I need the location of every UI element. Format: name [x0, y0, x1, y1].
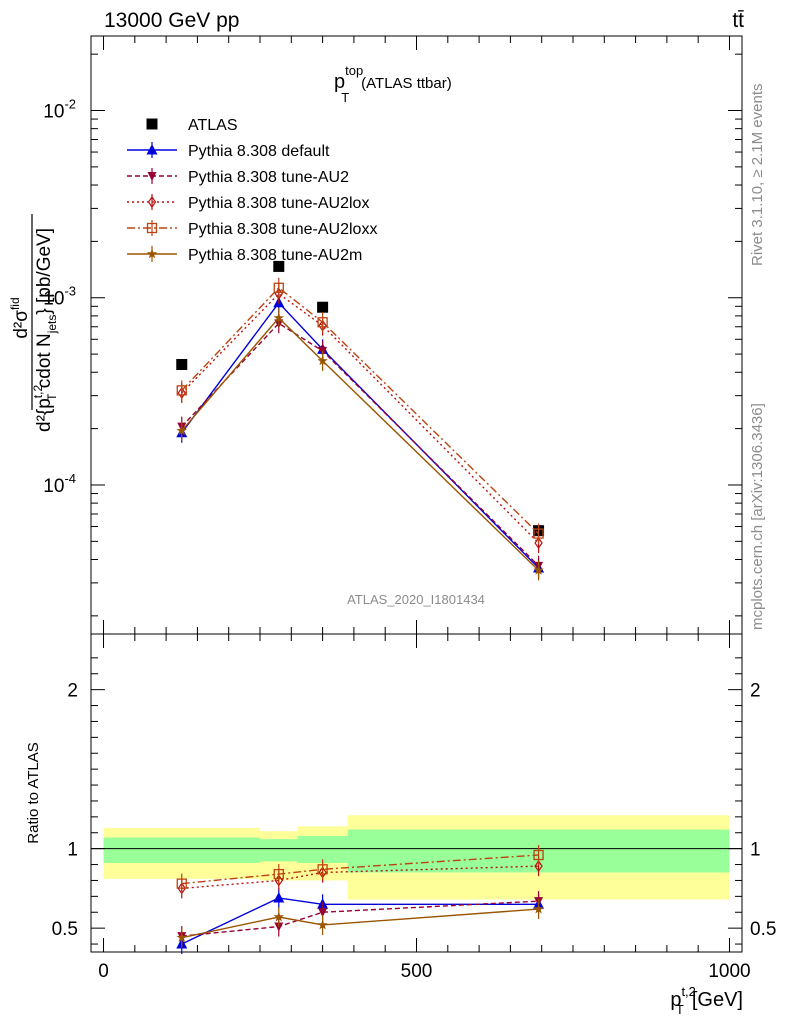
plot-title-main: p	[334, 71, 345, 93]
main-y-tick-exponent: -4	[64, 471, 76, 486]
ratio-y-tick-label-right: 0.5	[750, 919, 776, 940]
rivet-version-text: Rivet 3.1.10, ≥ 2.1M events	[749, 84, 766, 267]
main-point-au2loxx	[176, 385, 187, 396]
ratio-point-au2	[274, 922, 284, 932]
ratio-series-line-default	[181, 897, 539, 945]
main-point-atlas	[176, 359, 188, 371]
main-point-au2loxx	[317, 317, 328, 328]
x-tick-label: 1000	[708, 961, 750, 982]
ratio-point-au2loxx	[273, 868, 284, 880]
plot-title: ptop T (ATLAS ttbar)	[334, 63, 452, 105]
analysis-watermark: ATLAS_2020_I1801434	[347, 592, 485, 607]
main-y-tick-label: 10-4	[43, 471, 76, 497]
band-inner-segment	[103, 837, 261, 863]
legend-marker-au2loxx	[146, 222, 158, 234]
legend-label-au2lox: Pythia 8.308 tune-AU2lox	[188, 195, 369, 212]
legend-marker-atlas	[146, 118, 158, 130]
plot-title-sup: top	[345, 63, 363, 78]
main-y-tick-exponent: -2	[64, 97, 76, 112]
main-y-tick-label: 10-2	[43, 97, 76, 123]
header-left: 13000 GeV pp	[104, 9, 239, 32]
main-point-au2m	[176, 425, 187, 436]
main-y-axis-label: d²σfid d²{pt,2T cdot Njets} [pb/GeV]	[8, 214, 59, 432]
ratio-y-tick-label-right: 2	[750, 681, 761, 702]
main-series-line-default	[181, 301, 540, 569]
ratio-point-au2loxx	[317, 864, 328, 875]
ratio-point-au2	[318, 908, 328, 918]
legend-marker-default	[146, 144, 158, 155]
ratio-y-tick-label-left: 1	[67, 840, 78, 861]
main-point-au2m	[317, 355, 328, 366]
legend-label-default: Pythia 8.308 default	[188, 143, 330, 160]
legend-label-au2m: Pythia 8.308 tune-AU2m	[188, 247, 362, 264]
main-series-line-au2lox	[181, 292, 540, 544]
legend-label-atlas: ATLAS	[188, 117, 238, 134]
main-point-au2lox	[534, 536, 543, 550]
x-tick-label: 500	[401, 961, 433, 982]
main-point-au2loxx	[273, 282, 284, 293]
ratio-series-line-au2m	[181, 908, 539, 939]
plot-title-rest: (ATLAS ttbar)	[361, 75, 452, 92]
ratio-series-line-au2	[181, 900, 539, 937]
x-axis-label: pt,2 T [GeV]	[670, 984, 743, 1017]
ratio-y-axis-label: Ratio to ATLAS	[25, 742, 42, 843]
main-point-atlas	[317, 301, 329, 313]
header-right: tt̄	[732, 9, 744, 32]
main-point-atlas	[273, 260, 285, 272]
ratio-y-tick-label-left: 2	[67, 681, 78, 702]
band-inner-segment	[260, 839, 298, 862]
ratio-y-tick-label-right: 1	[750, 840, 761, 861]
band-inner-segment	[297, 835, 348, 863]
ratio-point-au2m	[176, 932, 187, 943]
legend-label-au2: Pythia 8.308 tune-AU2	[188, 169, 349, 186]
y-label-numerator: d²σfid	[8, 297, 32, 338]
legend: ATLAS Pythia 8.308 default Pythia 8.308 tu…	[127, 117, 377, 264]
ratio-point-au2m	[533, 903, 544, 914]
y-label-denominator: d²{pt,2T cdot Njets} [pb/GeV]	[31, 228, 59, 432]
mcplots-text: mcplots.cern.ch [arXiv:1306.3436]	[749, 403, 766, 630]
ratio-series-line-au2loxx	[181, 854, 539, 885]
ratio-point-au2loxx	[533, 849, 544, 861]
main-point-au2loxx	[533, 528, 544, 539]
legend-label-au2loxx: Pythia 8.308 tune-AU2loxx	[188, 221, 377, 238]
ratio-point-default	[273, 891, 285, 903]
ratio-point-au2m	[273, 911, 284, 922]
legend-marker-au2	[147, 172, 157, 181]
legend-marker-au2lox	[147, 195, 157, 209]
main-y-tick-exponent: -3	[64, 284, 76, 299]
ratio-point-au2m	[317, 919, 328, 930]
x-tick-label: 0	[98, 961, 109, 982]
main-point-au2m	[533, 564, 544, 575]
plot-title-sub: T	[341, 90, 349, 105]
main-series-line-au2	[181, 322, 540, 567]
ratio-point-au2lox	[534, 860, 543, 873]
ratio-y-tick-label-left: 0.5	[52, 919, 78, 940]
main-series-line-au2loxx	[181, 286, 540, 535]
data-marks	[176, 260, 545, 955]
ratio-point-au2loxx	[176, 878, 187, 889]
main-series-line-au2m	[181, 316, 540, 571]
main-point-au2m	[273, 312, 284, 323]
legend-marker-au2m	[146, 248, 158, 259]
